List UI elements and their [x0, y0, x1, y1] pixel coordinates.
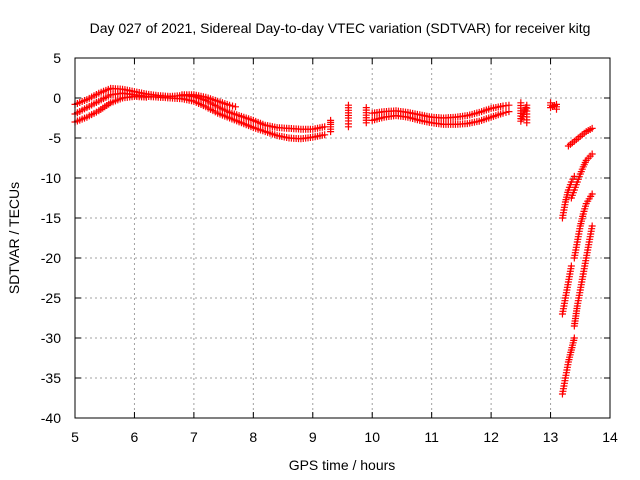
data-point — [499, 109, 507, 117]
y-tick-label: -5 — [49, 130, 62, 146]
series-track-l — [564, 124, 596, 150]
y-tick-label: -35 — [41, 370, 61, 386]
series-track-e — [327, 116, 335, 136]
data-series — [71, 84, 596, 398]
data-point — [344, 123, 352, 131]
data-point — [321, 131, 329, 139]
series-track-g — [362, 104, 370, 127]
x-tick-label: 12 — [483, 429, 499, 445]
series-track-q — [570, 222, 596, 330]
data-point — [327, 116, 335, 124]
x-tick-label: 10 — [364, 429, 380, 445]
y-tick-label: -20 — [41, 250, 61, 266]
x-tick-label: 5 — [71, 429, 79, 445]
y-tick-label: -30 — [41, 330, 61, 346]
data-point — [588, 150, 596, 158]
data-point — [570, 172, 578, 180]
data-point — [321, 123, 329, 131]
data-point — [553, 105, 560, 113]
y-axis-title: SDTVAR / TECUs — [6, 182, 22, 294]
x-tick-label: 8 — [249, 429, 257, 445]
data-point — [502, 108, 510, 116]
chart-title: Day 027 of 2021, Sidereal Day-to-day VTE… — [90, 20, 591, 36]
x-axis-title: GPS time / hours — [289, 457, 396, 473]
y-tick-label: -15 — [41, 210, 61, 226]
x-tick-label: 14 — [602, 429, 618, 445]
series-track-m — [567, 150, 596, 202]
data-point — [567, 262, 575, 270]
series-track-d — [178, 91, 239, 111]
x-tick-label: 9 — [309, 429, 317, 445]
series-track-o — [570, 190, 596, 262]
data-point — [142, 93, 150, 101]
data-point — [570, 334, 578, 342]
data-point — [588, 124, 596, 132]
series-track-k — [547, 99, 560, 113]
data-point — [588, 222, 596, 230]
data-point — [232, 103, 239, 111]
y-tick-label: -25 — [41, 290, 61, 306]
data-point — [523, 119, 531, 127]
x-tick-label: 13 — [543, 429, 559, 445]
axis-ticks: 5 6 7 8 9 10 11 12 13 14 5 0 -5 -10 -15 -20 -25 -30 -35 -40 — [41, 50, 618, 445]
plot-frame — [74, 57, 611, 419]
data-point — [226, 101, 234, 109]
series-track-p — [558, 262, 575, 318]
y-tick-label: -10 — [41, 170, 61, 186]
grid — [75, 58, 610, 418]
series-track-r — [558, 334, 578, 398]
x-tick-label: 7 — [190, 429, 198, 445]
series-track-h — [368, 108, 513, 128]
series-track-a — [71, 84, 329, 133]
x-tick-label: 11 — [424, 429, 439, 445]
data-point — [229, 102, 237, 110]
y-tick-label: 0 — [53, 90, 61, 106]
series-track-i — [368, 101, 513, 122]
data-point — [505, 108, 513, 116]
data-point — [505, 101, 513, 109]
series-track-n — [558, 172, 578, 222]
series-track-j — [517, 99, 531, 127]
y-tick-label: -40 — [41, 410, 61, 426]
x-tick-label: 6 — [131, 429, 139, 445]
y-tick-label: 5 — [53, 50, 61, 66]
data-point — [362, 119, 370, 127]
series-track-f — [344, 101, 352, 131]
data-point — [588, 190, 596, 198]
